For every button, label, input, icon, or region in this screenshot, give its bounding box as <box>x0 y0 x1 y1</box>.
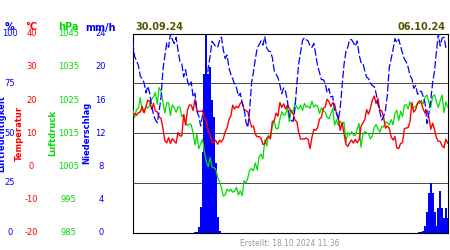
Bar <box>447 218 449 232</box>
Bar <box>209 67 211 232</box>
Text: 50: 50 <box>4 129 15 138</box>
Text: 0: 0 <box>29 162 34 171</box>
Bar <box>433 212 436 233</box>
Bar <box>436 226 437 232</box>
Bar <box>200 207 202 233</box>
Bar <box>432 193 434 232</box>
Text: 100: 100 <box>2 29 18 38</box>
Bar <box>424 226 426 232</box>
Text: 1015: 1015 <box>58 129 79 138</box>
Bar <box>426 212 428 233</box>
Bar <box>219 231 220 232</box>
Text: 10: 10 <box>26 129 37 138</box>
Text: 75: 75 <box>4 79 15 88</box>
Bar <box>430 183 432 232</box>
Bar <box>211 100 213 232</box>
Text: Erstellt: 18.10.2024 11:36: Erstellt: 18.10.2024 11:36 <box>240 238 340 248</box>
Bar <box>422 231 424 232</box>
Text: 1005: 1005 <box>58 162 79 171</box>
Text: 40: 40 <box>26 29 37 38</box>
Text: 1025: 1025 <box>58 96 79 104</box>
Text: mm/h: mm/h <box>86 22 116 32</box>
Bar <box>441 208 443 233</box>
Text: 12: 12 <box>95 129 106 138</box>
Bar <box>216 218 219 232</box>
Bar <box>445 208 447 233</box>
Text: -10: -10 <box>25 195 38 204</box>
Text: 24: 24 <box>95 29 106 38</box>
Bar <box>428 193 430 232</box>
Bar <box>207 74 209 233</box>
Text: 4: 4 <box>98 195 104 204</box>
Bar <box>203 74 206 233</box>
Text: 30.09.24: 30.09.24 <box>135 22 183 32</box>
Text: 06.10.24: 06.10.24 <box>397 22 446 32</box>
Text: 20: 20 <box>26 96 37 104</box>
Text: 0: 0 <box>98 228 104 237</box>
Text: 25: 25 <box>4 178 15 187</box>
Bar <box>198 227 200 232</box>
Bar <box>215 163 217 232</box>
Bar <box>205 34 207 232</box>
Text: 985: 985 <box>60 228 76 237</box>
Text: 995: 995 <box>60 195 76 204</box>
Text: 20: 20 <box>95 62 106 72</box>
Bar <box>437 208 439 233</box>
Text: 8: 8 <box>98 162 104 171</box>
Text: 1045: 1045 <box>58 29 79 38</box>
Bar <box>213 116 215 232</box>
Text: Luftdruck: Luftdruck <box>49 110 58 156</box>
Bar <box>202 152 203 232</box>
Text: Niederschlag: Niederschlag <box>82 102 91 164</box>
Text: hPa: hPa <box>58 22 79 32</box>
Text: 16: 16 <box>95 96 106 104</box>
Text: Temperatur: Temperatur <box>15 106 24 161</box>
Text: °C: °C <box>26 22 37 32</box>
Text: -20: -20 <box>25 228 38 237</box>
Bar <box>439 191 441 232</box>
Text: %: % <box>5 22 15 32</box>
Text: 30: 30 <box>26 62 37 72</box>
Bar <box>443 218 445 232</box>
Text: 1035: 1035 <box>58 62 79 72</box>
Text: 0: 0 <box>7 228 13 237</box>
Text: Luftfeuchtigkeit: Luftfeuchtigkeit <box>0 94 7 172</box>
